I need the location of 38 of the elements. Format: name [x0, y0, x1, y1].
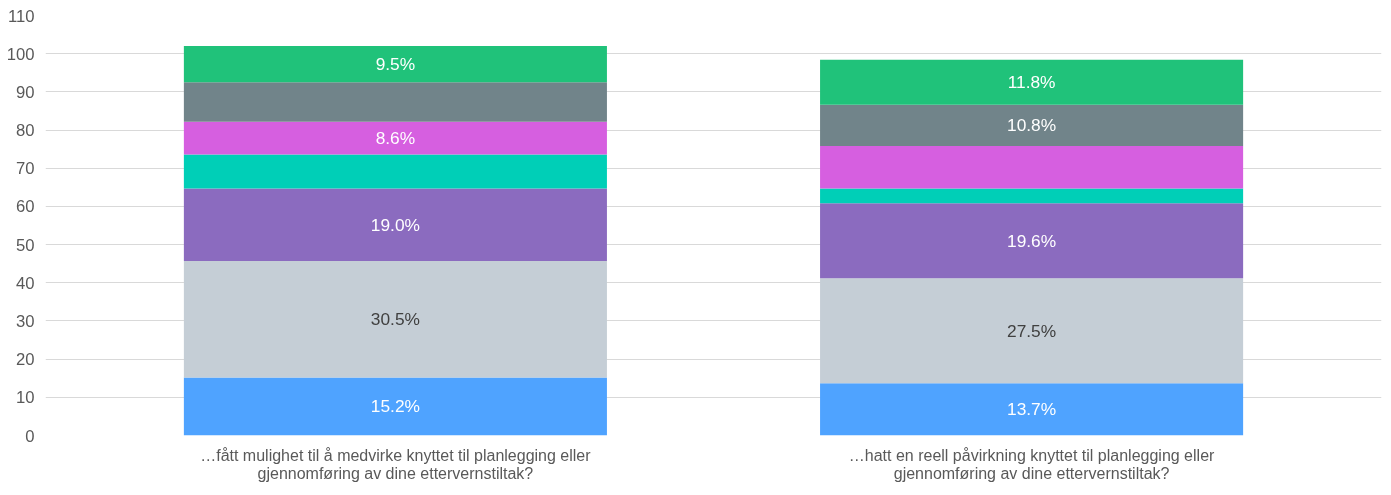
bar [820, 383, 1244, 436]
y-tick-label: 90 [15, 82, 35, 102]
data-label: 19.0% [370, 214, 420, 235]
data-label: 8.6% [375, 128, 416, 149]
data-label: 11.8% [1007, 72, 1056, 93]
bar [820, 203, 1244, 279]
bar [183, 154, 607, 189]
data-label: 9.5% [375, 54, 416, 75]
bar [183, 46, 607, 83]
y-tick-label: 50 [15, 235, 35, 255]
data-label: 30.5% [370, 309, 420, 330]
y-tick-label: 60 [15, 197, 35, 217]
bar [820, 59, 1244, 105]
bar [183, 261, 607, 378]
bar [820, 104, 1244, 147]
data-label: 13.7% [1007, 399, 1057, 420]
y-tick-label: 20 [15, 350, 35, 370]
y-tick-label: 100 [6, 44, 35, 64]
y-tick-label: 30 [15, 311, 35, 331]
data-label: 10.8% [1007, 115, 1057, 136]
bar [820, 278, 1244, 384]
bar [183, 377, 607, 436]
y-tick-label: 80 [15, 121, 35, 141]
data-label: 27.5% [1007, 320, 1057, 341]
y-tick-label: 110 [7, 6, 35, 26]
bar [820, 188, 1244, 204]
bar [820, 146, 1244, 189]
bar [183, 121, 607, 155]
x-tick-label: …hatt en reell påvirkning knyttet til planlegging eller gjennomføring av dine ettervernstiltak? [848, 446, 1216, 483]
bar [183, 82, 607, 122]
data-label: 15.2% [370, 396, 420, 417]
x-tick-label: …fått mulighet til å medvirke knyttet til planlegging eller gjennomføring av dine ettervernstiltak? [200, 446, 592, 483]
y-tick-label: 70 [15, 159, 35, 179]
bar [183, 188, 607, 262]
y-tick-label: 0 [25, 426, 35, 446]
y-tick-label: 10 [15, 388, 35, 408]
y-tick-label: 40 [15, 273, 35, 293]
data-label: 19.6% [1007, 230, 1057, 251]
